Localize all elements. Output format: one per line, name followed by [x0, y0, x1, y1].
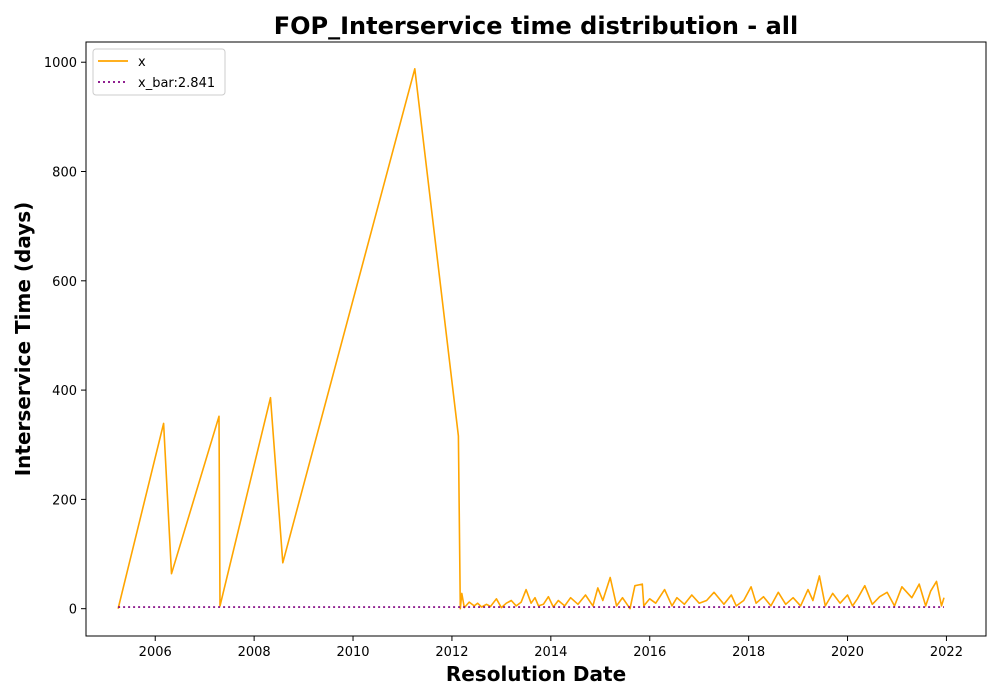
legend: x x_bar:2.841	[92, 48, 226, 96]
y-tick-label: 0	[69, 603, 77, 618]
x-tick-label: 2008	[238, 645, 271, 660]
y-axis-ticks: 0 200 400 600 800 1000	[44, 56, 86, 618]
chart-title: FOP_Interservice time distribution - all	[274, 12, 799, 40]
y-tick-label: 1000	[44, 56, 77, 71]
series-layer	[117, 68, 945, 610]
x-tick-label: 2006	[139, 645, 172, 660]
x-tick-label: 2022	[930, 645, 963, 660]
x-tick-label: 2020	[831, 645, 864, 660]
x-tick-label: 2016	[633, 645, 666, 660]
x-axis-label: Resolution Date	[446, 662, 626, 686]
legend-label-x: x	[138, 55, 146, 70]
y-tick-label: 600	[52, 275, 77, 290]
series-line-x	[117, 68, 945, 610]
x-tick-label: 2014	[534, 645, 567, 660]
y-tick-label: 400	[52, 384, 77, 399]
x-tick-label: 2010	[336, 645, 369, 660]
x-tick-label: 2012	[435, 645, 468, 660]
legend-label-x-bar: x_bar:2.841	[138, 76, 215, 91]
x-tick-label: 2018	[732, 645, 765, 660]
x-axis-ticks: 2006 2008 2010 2012 2014 2016 2018 2020 2022	[139, 636, 963, 660]
plot-area-frame	[85, 41, 987, 637]
y-tick-label: 800	[52, 166, 77, 181]
y-axis-label: Interservice Time (days)	[11, 202, 35, 477]
y-tick-label: 200	[52, 493, 77, 508]
